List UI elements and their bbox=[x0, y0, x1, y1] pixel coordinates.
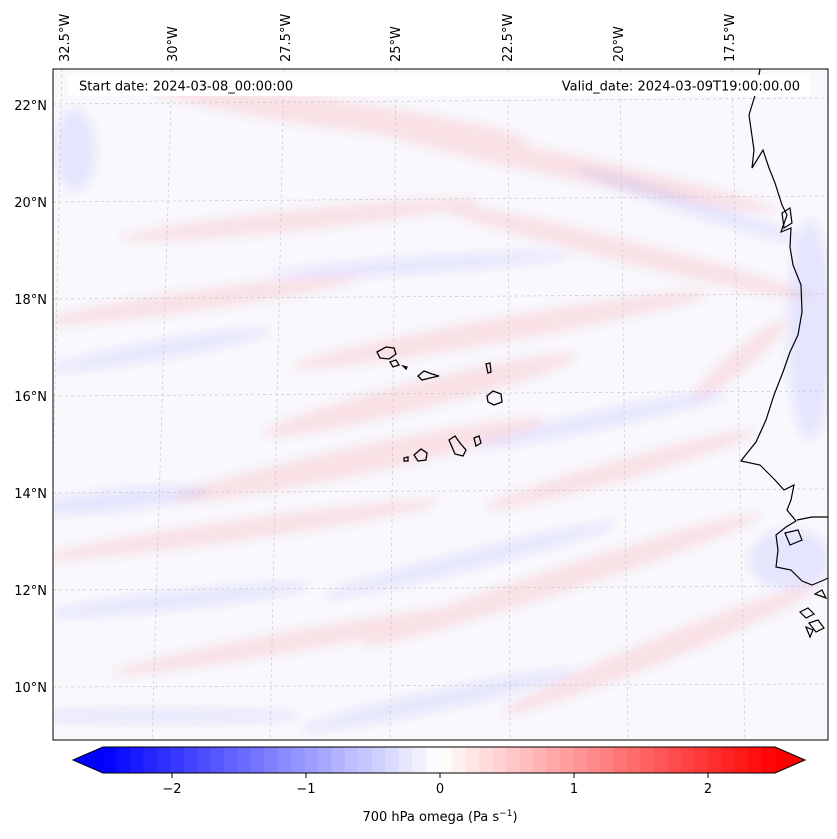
lat-label: 12°N bbox=[14, 584, 47, 599]
colorbar-segment bbox=[156, 747, 171, 773]
colorbar-segment bbox=[129, 747, 144, 773]
island-sao-nicolau bbox=[417, 370, 440, 381]
colorbar-tick-label: 2 bbox=[704, 782, 712, 797]
latitude-labels: 22°N 20°N 18°N 16°N 14°N 12°N 10°N bbox=[14, 99, 47, 696]
colorbar-segment bbox=[734, 747, 749, 773]
colorbar-segment bbox=[654, 747, 669, 773]
colorbar-segment bbox=[358, 747, 373, 773]
lon-label: 22.5°W bbox=[501, 14, 516, 62]
lon-label: 25°W bbox=[389, 26, 404, 62]
lat-label: 10°N bbox=[14, 681, 47, 696]
colorbar-segment bbox=[519, 747, 534, 773]
graticule bbox=[53, 69, 828, 740]
lat-label: 14°N bbox=[14, 487, 47, 502]
colorbar-title: 700 hPa omega (Pa s−1) bbox=[362, 809, 517, 825]
lon-label: 30°W bbox=[166, 26, 181, 62]
colorbar-segment bbox=[371, 747, 386, 773]
colorbar-segment bbox=[425, 747, 440, 773]
colorbar-segment bbox=[546, 747, 561, 773]
valid-date-label: Valid_date: 2024-03-09T19:00:00.00 bbox=[562, 80, 800, 95]
colorbar-segment bbox=[667, 747, 682, 773]
colorbar-segment bbox=[479, 747, 494, 773]
lon-label: 17.5°W bbox=[723, 14, 738, 62]
island-santiago bbox=[448, 435, 467, 457]
island-fogo bbox=[413, 448, 428, 462]
colorbar-segments bbox=[73, 747, 805, 773]
colorbar-segment bbox=[385, 747, 400, 773]
lat-label: 22°N bbox=[14, 99, 47, 114]
start-date-label: Start date: 2024-03-08_00:00:00 bbox=[79, 80, 293, 95]
colorbar-segment bbox=[627, 747, 642, 773]
island-brava bbox=[403, 456, 409, 462]
colorbar-segment bbox=[170, 747, 185, 773]
colorbar-outline bbox=[71, 746, 807, 774]
island-maio bbox=[473, 435, 482, 448]
lat-label: 16°N bbox=[14, 390, 47, 405]
island-sal bbox=[485, 362, 492, 374]
colorbar-segment bbox=[586, 747, 601, 773]
colorbar-segment bbox=[318, 747, 333, 773]
lon-label: 32.5°W bbox=[58, 14, 73, 62]
longitude-labels: 32.5°W 30°W 27.5°W 25°W 22.5°W 20°W 17.5… bbox=[58, 14, 738, 62]
colorbar-segment bbox=[183, 747, 198, 773]
colorbar-segment bbox=[680, 747, 695, 773]
lat-label: 18°N bbox=[14, 293, 47, 308]
colorbar-segment bbox=[707, 747, 722, 773]
cape-verde-islands bbox=[376, 346, 503, 462]
colorbar-segment bbox=[223, 747, 238, 773]
colorbar-segment bbox=[143, 747, 158, 773]
colorbar-tick-label: −1 bbox=[296, 782, 315, 797]
colorbar-segment bbox=[250, 747, 265, 773]
lat-label: 20°N bbox=[14, 196, 47, 211]
colorbar-segment bbox=[559, 747, 574, 773]
colorbar-tick-label: 0 bbox=[436, 782, 444, 797]
colorbar-segment bbox=[640, 747, 655, 773]
colorbar-segment bbox=[492, 747, 507, 773]
colorbar-segment bbox=[103, 747, 118, 773]
colorbar-segment bbox=[600, 747, 615, 773]
header-band bbox=[68, 75, 810, 96]
colorbar-tick-label: −2 bbox=[162, 782, 181, 797]
colorbar-segment bbox=[116, 747, 131, 773]
colorbar-segment bbox=[398, 747, 413, 773]
colorbar-segment bbox=[465, 747, 480, 773]
colorbar-segment bbox=[412, 747, 427, 773]
africa-coastline bbox=[739, 69, 828, 639]
map-panel: Start date: 2024-03-08_00:00:00 Valid_da… bbox=[52, 68, 829, 741]
colorbar-segment bbox=[237, 747, 252, 773]
colorbar-segment bbox=[613, 747, 628, 773]
colorbar-max-extension bbox=[775, 747, 805, 773]
colorbar-segment bbox=[344, 747, 359, 773]
colorbar-segment bbox=[210, 747, 225, 773]
colorbar-segment bbox=[291, 747, 306, 773]
island-boa-vista bbox=[486, 390, 503, 406]
lon-label: 27.5°W bbox=[279, 14, 294, 62]
colorbar-segment bbox=[506, 747, 521, 773]
colorbar-segment bbox=[721, 747, 736, 773]
colorbar-segment bbox=[264, 747, 279, 773]
colorbar-min-extension bbox=[73, 747, 103, 773]
colorbar-segment bbox=[331, 747, 346, 773]
colorbar-segment bbox=[439, 747, 454, 773]
colorbar-segment bbox=[748, 747, 763, 773]
island-santo-antao bbox=[376, 346, 397, 360]
colorbar-segment bbox=[761, 747, 776, 773]
colorbar-segment bbox=[277, 747, 292, 773]
island-sao-vicente bbox=[389, 359, 400, 368]
colorbar-tick-label: 1 bbox=[570, 782, 578, 797]
colorbar-segment bbox=[452, 747, 467, 773]
omega-field bbox=[53, 85, 828, 731]
colorbar-segment bbox=[304, 747, 319, 773]
colorbar-segment bbox=[573, 747, 588, 773]
colorbar: −2 −1 0 1 2 700 hPa omega (Pa s−1) bbox=[71, 746, 807, 825]
colorbar-segment bbox=[533, 747, 548, 773]
colorbar-segment bbox=[694, 747, 709, 773]
island-santa-luzia bbox=[400, 364, 408, 371]
map-frame bbox=[52, 68, 829, 741]
colorbar-segment bbox=[197, 747, 212, 773]
lon-label: 20°W bbox=[612, 26, 627, 62]
